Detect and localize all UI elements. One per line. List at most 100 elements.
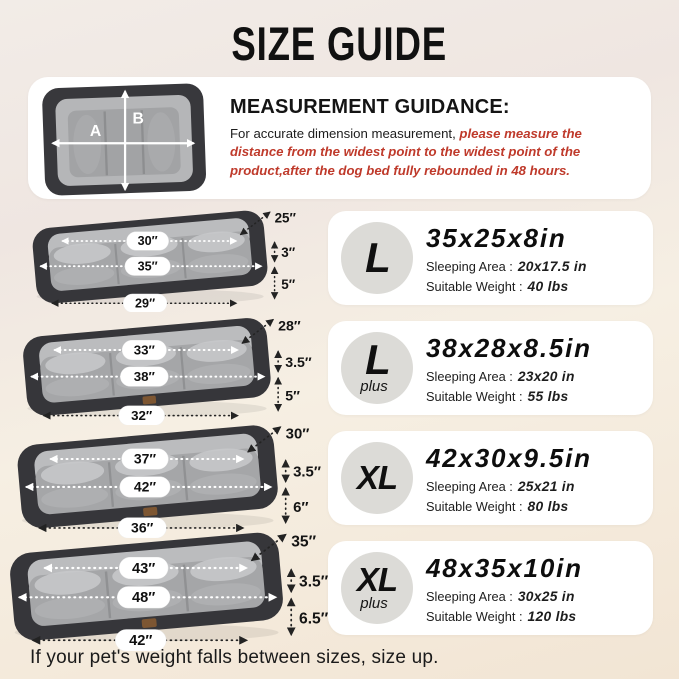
sleeping-area-value: 20x17.5 in — [517, 258, 587, 274]
inner-width-pill — [118, 557, 169, 580]
rim-height-label: 3.5″ — [285, 355, 312, 371]
depth-label: 25″ — [275, 211, 297, 226]
depth-label: 30″ — [286, 427, 310, 443]
size-badge-xl: XL — [341, 442, 413, 514]
inner-width-label: 30″ — [138, 234, 158, 248]
sleeping-area-line: Sleeping Area :30x25 in — [426, 589, 583, 604]
outer-width-pill — [124, 256, 171, 276]
size-suffix: plus — [360, 378, 388, 396]
size-card-xl-plus: XL plus 48x35x10in Sleeping Area :30x25 … — [328, 541, 653, 635]
inner-width-pill — [121, 448, 169, 470]
bed-illustration-l-plus: 33″ 38″ 32″ 28″ 3.5″ 5″ — [23, 318, 312, 425]
sleeping-area-value: 25x21 in — [517, 478, 575, 494]
size-card-l-plus: L plus 38x28x8.5in Sleeping Area :23x20 … — [328, 321, 653, 415]
inner-width-label: 43″ — [132, 561, 155, 577]
sleeping-area-label: Sleeping Area : — [426, 588, 513, 604]
size-row-l: 30″ 35″ 29″ 25″ 3″ 5″ L 35x25x8in Sleepi… — [0, 203, 679, 313]
sleeping-area-label: Sleeping Area : — [426, 368, 513, 384]
size-suffix: plus — [360, 594, 388, 612]
depth-arrow — [239, 211, 271, 236]
base-width-label: 42″ — [129, 634, 152, 650]
depth-arrow — [241, 319, 275, 345]
depth-arrow — [250, 534, 287, 562]
bed-topview-body — [42, 83, 206, 195]
outer-width-pill — [119, 476, 171, 498]
weight-value: 80 lbs — [527, 498, 569, 514]
depth-arrow — [247, 426, 282, 453]
sizing-advice: If your pet's weight falls between sizes… — [30, 647, 439, 668]
side-height-label: 6.5″ — [299, 611, 329, 628]
sleeping-area-line: Sleeping Area :23x20 in — [426, 369, 592, 384]
weight-label: Suitable Weight : — [426, 388, 523, 404]
bed-topview-diagram: A B — [42, 83, 206, 195]
guidance-heading: MEASUREMENT GUIDANCE: — [230, 96, 510, 119]
dimensions-text: 48x35x10in — [426, 552, 583, 583]
outer-width-label: 48″ — [132, 591, 155, 607]
size-rows: 30″ 35″ 29″ 25″ 3″ 5″ L 35x25x8in Sleepi… — [0, 203, 679, 651]
inner-width-label: 33″ — [134, 343, 156, 358]
weight-label: Suitable Weight : — [426, 278, 523, 294]
guidance-paragraph: For accurate dimension measurement, plea… — [230, 125, 637, 180]
depth-label: 35″ — [291, 534, 316, 551]
weight-line: Suitable Weight :80 lbs — [426, 499, 592, 514]
dimensions-text: 42x30x9.5in — [426, 442, 592, 473]
weight-value: 55 lbs — [527, 388, 569, 404]
base-width-label: 36″ — [131, 520, 154, 536]
base-width-pill — [118, 405, 165, 425]
width-letter: A — [90, 122, 101, 139]
inner-width-label: 37″ — [134, 451, 157, 467]
rim-height-label: 3.5″ — [293, 465, 321, 481]
size-card-xl: XL 42x30x9.5in Sleeping Area :25x21 in S… — [328, 431, 653, 525]
bed-illustration-l: 30″ 35″ 29″ 25″ 3″ 5″ — [32, 211, 297, 312]
weight-line: Suitable Weight :55 lbs — [426, 389, 592, 404]
size-letter: L — [365, 335, 391, 383]
inner-width-pill — [126, 231, 169, 251]
size-letter: XL — [356, 561, 398, 599]
guidance-warning: please measure the distance from the wid… — [230, 126, 582, 178]
size-row-l-plus: 33″ 38″ 32″ 28″ 3.5″ 5″ L plus 38x28x8.5… — [0, 313, 679, 425]
size-info: 42x30x9.5in Sleeping Area :25x21 in Suit… — [426, 443, 592, 514]
size-badge-l: L — [341, 222, 413, 294]
rim-height-label: 3″ — [281, 245, 295, 260]
weight-line: Suitable Weight :120 lbs — [426, 609, 583, 624]
page-title: SIZE GUIDE — [231, 17, 448, 70]
weight-value: 120 lbs — [527, 608, 577, 624]
inner-width-pill — [121, 340, 167, 361]
size-row-xl: 37″ 42″ 36″ 30″ 3.5″ 6″ XL 42x30x9.5in S… — [0, 423, 679, 538]
length-letter: B — [132, 110, 143, 127]
depth-label: 28″ — [278, 319, 301, 335]
side-height-label: 6″ — [293, 500, 308, 516]
bed-illustration-xl: 37″ 42″ 36″ 30″ 3.5″ 6″ — [17, 425, 321, 538]
sleeping-area-label: Sleeping Area : — [426, 258, 513, 274]
size-badge-xl-plus: XL plus — [341, 552, 413, 624]
rim-height-label: 3.5″ — [299, 574, 329, 591]
size-card-l: L 35x25x8in Sleeping Area :20x17.5 in Su… — [328, 211, 653, 305]
outer-width-label: 35″ — [138, 260, 158, 274]
weight-label: Suitable Weight : — [426, 498, 523, 514]
weight-value: 40 lbs — [527, 278, 569, 294]
guidance-text: MEASUREMENT GUIDANCE: For accurate dimen… — [230, 96, 637, 180]
size-row-xl-plus: 43″ 48″ 42″ 35″ 3.5″ 6.5″ XL plus 48x35x… — [0, 533, 679, 651]
dimensions-text: 35x25x8in — [426, 222, 567, 253]
sleeping-area-value: 30x25 in — [517, 588, 575, 604]
outer-width-label: 38″ — [134, 369, 156, 384]
side-height-label: 5″ — [285, 389, 300, 405]
side-height-label: 5″ — [281, 277, 295, 292]
sleeping-area-line: Sleeping Area :20x17.5 in — [426, 259, 587, 274]
weight-line: Suitable Weight :40 lbs — [426, 279, 587, 294]
dimensions-text: 38x28x8.5in — [426, 332, 592, 363]
outer-width-pill — [120, 366, 169, 387]
size-badge-l-plus: L plus — [341, 332, 413, 404]
outer-width-pill — [117, 586, 171, 609]
size-info: 38x28x8.5in Sleeping Area :23x20 in Suit… — [426, 333, 592, 404]
sleeping-area-line: Sleeping Area :25x21 in — [426, 479, 592, 494]
base-width-pill — [117, 517, 167, 538]
measurement-guidance-card: A B MEASUREMENT GUIDANCE: For accurate d… — [28, 77, 651, 199]
weight-label: Suitable Weight : — [426, 608, 523, 624]
outer-width-label: 42″ — [134, 479, 157, 495]
size-letter: L — [365, 233, 391, 281]
size-letter: XL — [356, 459, 398, 497]
guidance-intro: For accurate dimension measurement, — [230, 126, 460, 142]
base-width-label: 32″ — [131, 408, 153, 423]
sleeping-area-label: Sleeping Area : — [426, 478, 513, 494]
